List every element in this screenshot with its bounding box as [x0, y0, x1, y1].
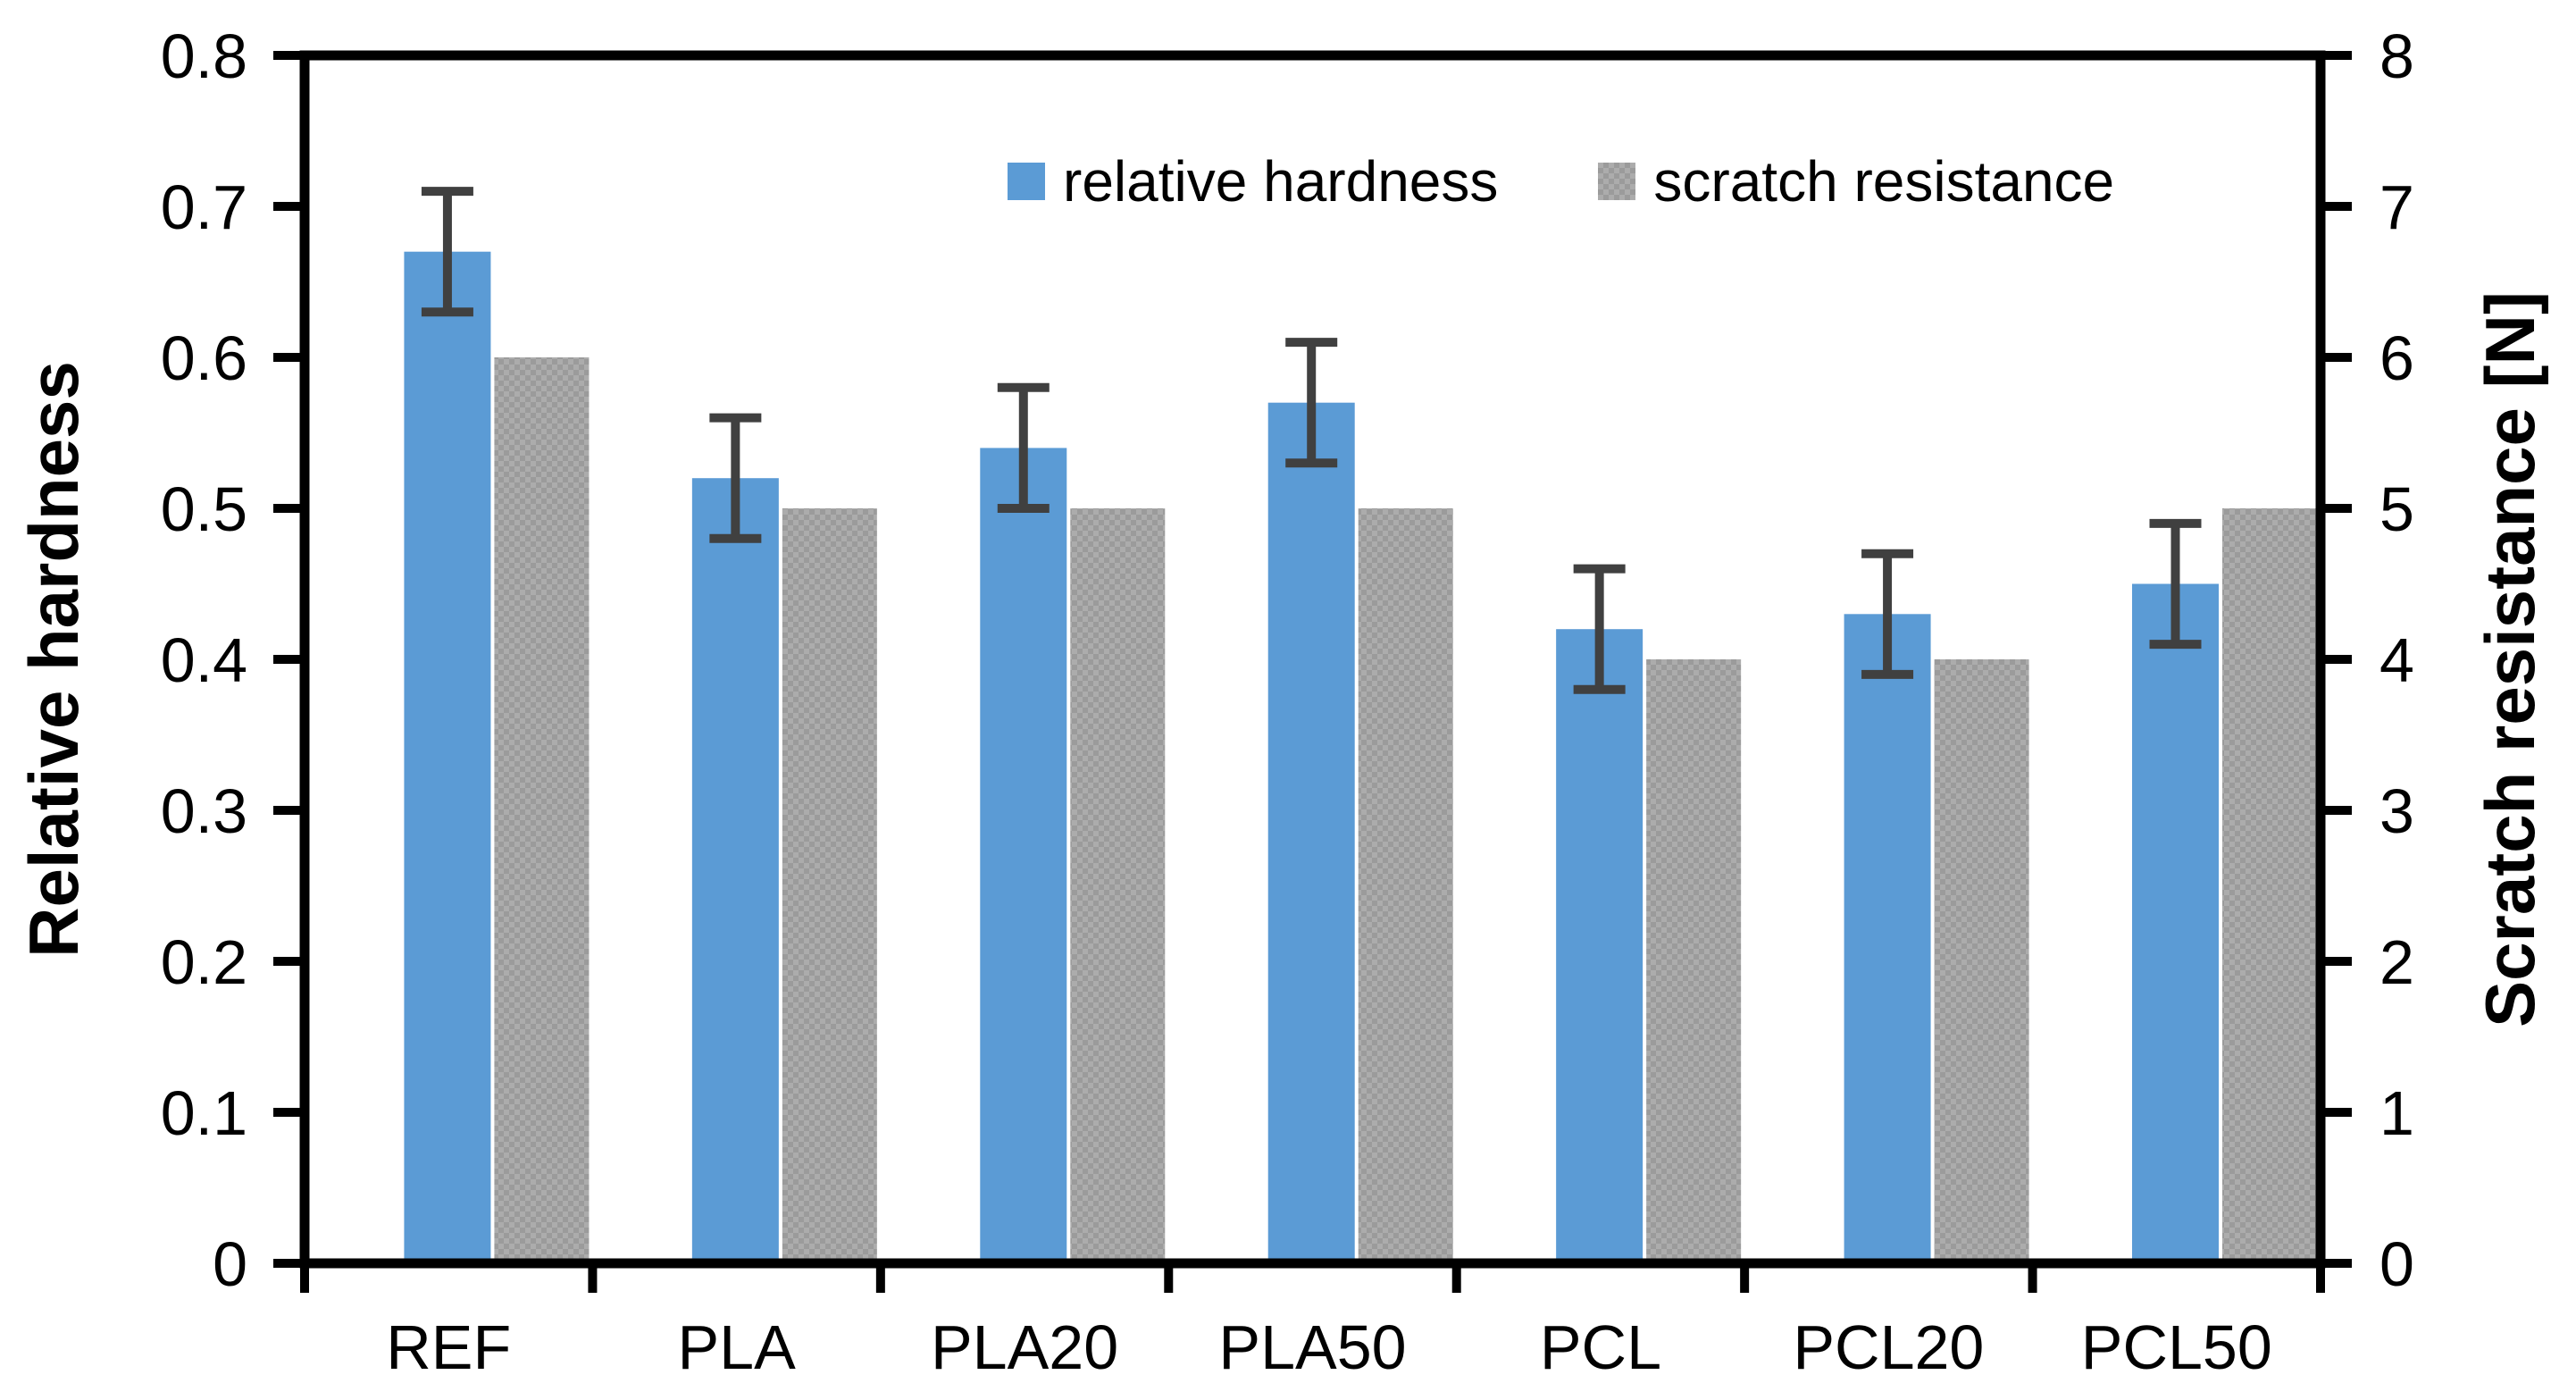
- right-axis-tick-label-5: 5: [2379, 474, 2414, 544]
- bar-scratch-resistance-PLA20: [1070, 508, 1166, 1263]
- left-axis-tick-label-0: 0: [213, 1229, 247, 1299]
- right-axis-tick-label-6: 6: [2379, 323, 2414, 393]
- right-axis-tick-label-8: 8: [2379, 21, 2414, 91]
- legend: relative hardness scratch resistance: [1008, 148, 2114, 214]
- right-axis-tick-label-7: 7: [2379, 172, 2414, 242]
- legend-label-relative-hardness: relative hardness: [1063, 149, 1499, 214]
- left-axis-tick-label-0.4: 0.4: [161, 625, 247, 695]
- right-axis-tick-label-2: 2: [2379, 927, 2414, 997]
- x-tick-label-PCL20: PCL20: [1793, 1312, 1984, 1382]
- legend-swatch-blue-icon: [1008, 163, 1045, 200]
- left-axis-tick-label-0.2: 0.2: [161, 927, 247, 997]
- bar-scratch-resistance-PLA50: [1358, 508, 1453, 1263]
- legend-item-scratch-resistance: scratch resistance: [1598, 148, 2114, 214]
- bar-scratch-resistance-PCL20: [1934, 659, 2029, 1263]
- bar-relative-hardness-PCL: [1556, 629, 1643, 1263]
- x-tick-label-REF: REF: [386, 1312, 511, 1382]
- bar-relative-hardness-PCL20: [1844, 614, 1931, 1263]
- left-axis-tick-label-0.8: 0.8: [161, 21, 247, 91]
- x-tick-label-PCL50: PCL50: [2081, 1312, 2272, 1382]
- legend-swatch-gray-icon: [1598, 163, 1636, 200]
- left-axis-tick-label-0.7: 0.7: [161, 172, 247, 242]
- legend-item-relative-hardness: relative hardness: [1008, 148, 1498, 214]
- x-tick-label-PLA50: PLA50: [1218, 1312, 1406, 1382]
- bar-scratch-resistance-REF: [494, 357, 590, 1263]
- right-axis-tick-label-3: 3: [2379, 776, 2414, 846]
- bar-relative-hardness-REF: [404, 251, 491, 1264]
- bar-scratch-resistance-PCL50: [2222, 508, 2317, 1263]
- left-axis-tick-label-0.6: 0.6: [161, 323, 247, 393]
- right-axis-tick-label-0: 0: [2379, 1229, 2414, 1299]
- right-axis-tick-label-4: 4: [2379, 625, 2414, 695]
- bar-relative-hardness-PLA20: [980, 448, 1067, 1263]
- bar-scratch-resistance-PLA: [782, 508, 877, 1263]
- right-axis-title: Scratch resistance [N]: [2471, 291, 2549, 1027]
- x-tick-label-PLA20: PLA20: [931, 1312, 1118, 1382]
- x-tick-label-PLA: PLA: [677, 1312, 796, 1382]
- bar-relative-hardness-PLA50: [1267, 402, 1355, 1263]
- bar-relative-hardness-PCL50: [2132, 583, 2219, 1263]
- left-axis-tick-label-0.5: 0.5: [161, 474, 247, 544]
- legend-label-scratch-resistance: scratch resistance: [1653, 149, 2115, 214]
- left-axis-tick-label-0.1: 0.1: [161, 1078, 247, 1148]
- bar-relative-hardness-PLA: [691, 478, 779, 1263]
- left-axis-title: Relative hardness: [14, 361, 93, 958]
- bar-scratch-resistance-PCL: [1646, 659, 1742, 1263]
- x-tick-label-PCL: PCL: [1540, 1312, 1661, 1382]
- left-axis-tick-label-0.3: 0.3: [161, 776, 247, 846]
- right-axis-tick-label-1: 1: [2379, 1078, 2414, 1148]
- plot-frame: [299, 50, 2326, 1269]
